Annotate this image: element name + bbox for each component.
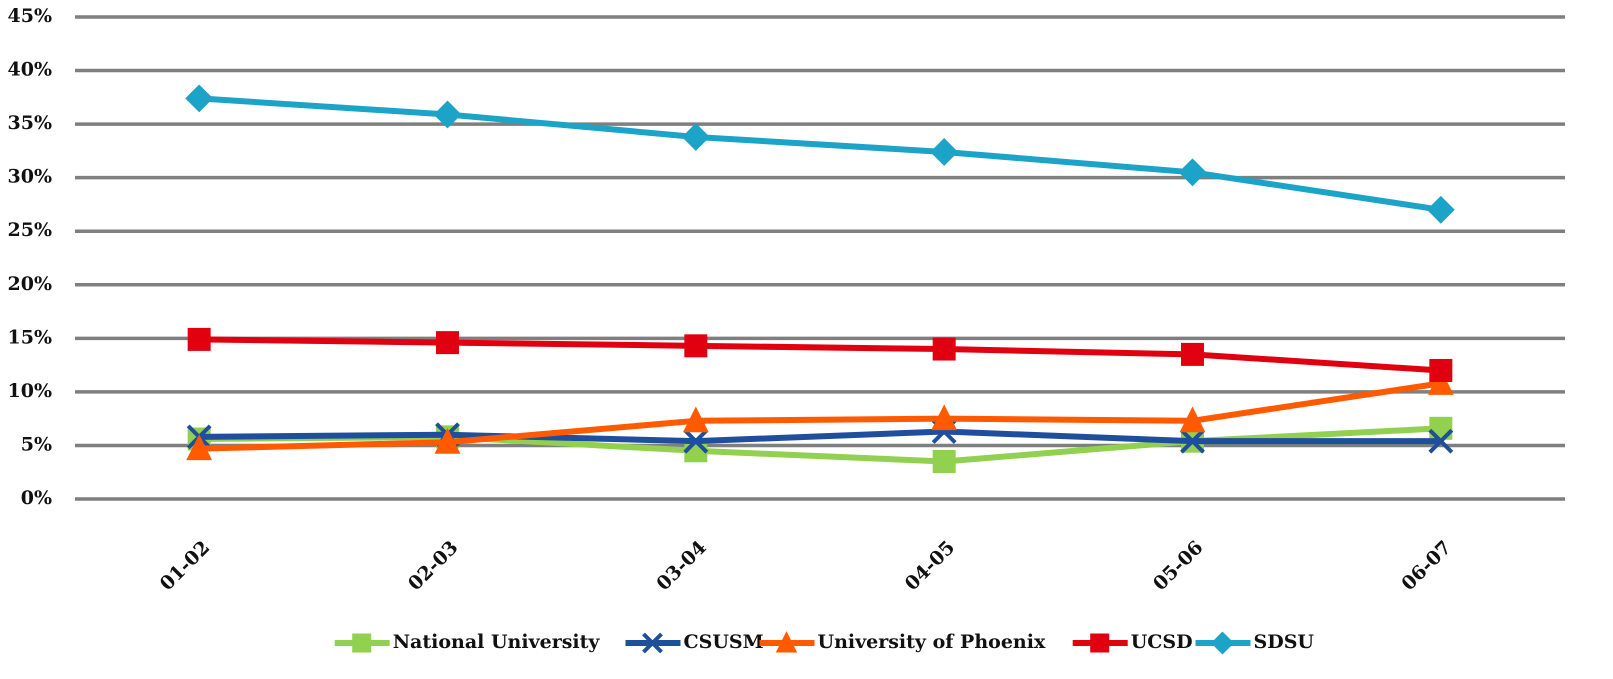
legend-label: UCSD [1131,631,1193,653]
marker [185,84,214,113]
marker [1090,633,1110,653]
y-tick-label: 5% [21,433,52,455]
marker [642,632,663,654]
series-line [198,95,1442,213]
marker [1427,369,1454,395]
y-tick-label: 30% [8,166,53,188]
x-tick-label: 01-02 [156,537,215,596]
marker [1426,195,1455,224]
y-tick-label: 35% [8,112,53,134]
legend-label: SDSU [1254,631,1315,653]
x-tick-label: 02-03 [404,537,463,596]
marker [1179,406,1206,433]
marker [684,334,708,358]
marker [932,337,956,361]
series-line [199,380,1442,452]
x-tick-label: 06-07 [1397,537,1456,596]
y-tick-label: 10% [8,380,53,402]
marker [931,404,958,431]
legend-label: National University [393,631,601,653]
marker [930,138,959,166]
marker [1181,342,1204,366]
marker [186,434,213,461]
marker [433,100,462,129]
y-tick-label: 20% [8,273,53,295]
marker [1180,428,1205,454]
marker [1428,428,1454,454]
legend-label: University of Phoenix [818,631,1046,653]
x-tick-label: 05-06 [1149,537,1208,596]
y-tick-label: 15% [8,326,53,348]
marker [187,327,211,351]
marker [1178,158,1207,187]
marker [775,631,798,653]
series-line [199,428,1441,445]
marker [434,427,461,454]
marker [1429,358,1453,382]
y-tick-label: 45% [8,5,53,27]
x-tick-label: 04-05 [901,537,960,596]
y-tick-label: 0% [21,487,52,509]
marker [352,633,372,653]
y-tick-label: 25% [8,219,53,241]
y-tick-label: 40% [8,59,53,81]
marker [681,123,710,151]
marker [436,331,459,355]
series-line [199,336,1442,374]
marker [682,406,709,433]
marker [1210,631,1235,655]
legend-label: CSUSM [684,631,764,653]
x-tick-label: 03-04 [652,537,711,596]
marker [932,450,956,474]
marker [683,428,709,454]
